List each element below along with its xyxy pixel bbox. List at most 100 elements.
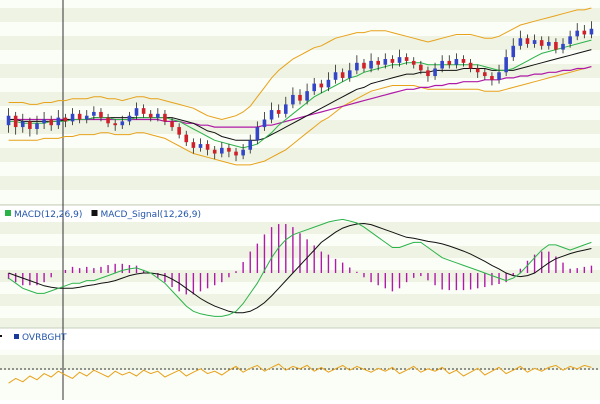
candle-body: [42, 119, 46, 124]
candle-body: [333, 72, 338, 80]
candle-body: [362, 62, 366, 69]
candle-body: [13, 115, 18, 128]
candle-body: [241, 149, 245, 156]
macd-band: [0, 222, 600, 234]
macd-header-strip: [0, 205, 600, 222]
candle-body: [447, 60, 452, 65]
legend-swatch: [91, 210, 98, 216]
candle-body: [77, 113, 82, 120]
candle-body: [589, 28, 594, 35]
oscillator-line: [8, 363, 592, 384]
candle-body: [426, 70, 430, 77]
candle-body: [561, 43, 565, 50]
candle-body: [255, 127, 260, 141]
candle-body: [99, 111, 103, 118]
moving-average-slow-line: [8, 66, 592, 128]
moving-average-fast-line: [8, 39, 592, 149]
candle-body: [326, 79, 331, 88]
price-band: [0, 64, 600, 78]
candle-body: [440, 60, 444, 69]
candle-body: [497, 72, 501, 80]
candle-body: [539, 40, 544, 46]
candle-body: [227, 147, 231, 152]
candle-body: [554, 42, 558, 50]
candle-body: [63, 117, 68, 122]
candle-body: [35, 123, 39, 129]
candle-body: [56, 117, 61, 126]
price-band: [0, 36, 600, 50]
candle-body: [525, 38, 530, 44]
legend-swatch: [14, 334, 19, 339]
candle-body: [369, 60, 373, 69]
candle-body: [490, 76, 494, 80]
candle-body: [404, 57, 409, 61]
candle-body: [532, 40, 537, 44]
candle-body: [468, 62, 473, 69]
candle-body: [156, 113, 160, 118]
macd-band: [0, 318, 600, 330]
candle-body: [6, 115, 11, 126]
candle-body: [475, 68, 480, 73]
candle-body: [248, 140, 253, 150]
candle-body: [120, 121, 125, 126]
candle-body: [319, 83, 324, 88]
price-band: [0, 148, 600, 162]
candle-body: [49, 119, 54, 126]
candle-body: [198, 144, 203, 148]
legend-swatch: [5, 210, 11, 216]
candle-body: [411, 60, 416, 65]
osc-header-strip: [0, 328, 600, 350]
macd-band: [0, 294, 600, 306]
bollinger-upper-line: [8, 7, 592, 121]
candle-body: [347, 70, 352, 78]
candle-body: [454, 59, 459, 65]
candle-body: [269, 110, 274, 120]
candle-body: [504, 57, 508, 73]
candle-body: [70, 113, 75, 122]
macd-signal-line: [8, 222, 592, 314]
candle-body: [163, 113, 167, 122]
candle-body: [283, 104, 288, 114]
candle-body: [92, 111, 96, 116]
candle-body: [312, 83, 317, 92]
candle-body: [355, 62, 359, 71]
candle-body: [220, 147, 224, 154]
candle-body: [84, 115, 89, 120]
price-band: [0, 120, 600, 134]
candle-body: [575, 30, 580, 37]
bollinger-lower-line: [8, 66, 592, 166]
price-band: [0, 8, 600, 22]
candle-body: [518, 38, 523, 46]
macd-line: [8, 218, 592, 317]
candle-body: [134, 108, 139, 116]
candle-body: [127, 115, 132, 122]
candle-body: [141, 108, 146, 114]
candle-body: [568, 36, 572, 44]
candle-body: [106, 117, 110, 124]
candle-body: [212, 149, 217, 154]
candle-body: [28, 121, 32, 129]
candle-body: [433, 68, 437, 77]
candle-body: [511, 45, 516, 58]
candle-body: [483, 72, 487, 77]
candle-body: [298, 94, 302, 101]
candle-body: [390, 59, 395, 63]
price-band: [0, 176, 600, 190]
candle-body: [262, 119, 267, 128]
candle-body: [191, 142, 196, 148]
macd-legend-label: MACD(12,26,9): [14, 210, 82, 220]
candle-body: [305, 91, 309, 101]
legend-swatch-clipped: [0, 335, 2, 337]
candle-body: [234, 151, 238, 156]
candle-body: [20, 121, 25, 128]
oscillator-legend-label: OVRBGHT: [22, 333, 67, 343]
candle-body: [148, 113, 153, 118]
candle-body: [205, 144, 210, 150]
candle-body: [397, 57, 402, 63]
candle-body: [340, 72, 345, 78]
candle-body: [419, 64, 423, 71]
osc-band: [0, 355, 600, 370]
candle-body: [376, 60, 380, 65]
